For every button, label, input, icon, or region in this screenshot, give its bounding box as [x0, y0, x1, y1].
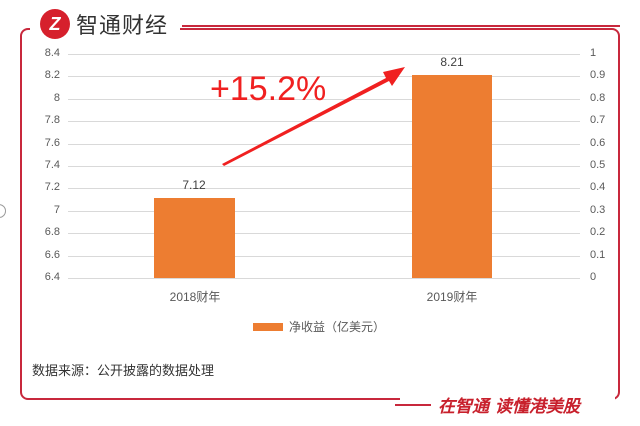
y-tick: 8 [53, 92, 60, 104]
gridline [68, 166, 580, 167]
y-tick: 6.8 [44, 226, 60, 238]
y2-tick: 0.2 [590, 226, 606, 238]
footer-rule [395, 404, 431, 406]
y2-tick: 0.5 [590, 159, 606, 171]
bar-2018 [154, 198, 235, 278]
gridline [68, 211, 580, 212]
y-tick: 6.4 [44, 271, 60, 283]
gridline [68, 188, 580, 189]
y2-tick: 1 [590, 47, 597, 59]
gridline [68, 144, 580, 145]
source-note: 数据来源：公开披露的数据处理 [32, 364, 215, 379]
gridline [68, 233, 580, 234]
legend-swatch [253, 322, 283, 331]
x-label-2018: 2018财年 [169, 290, 221, 304]
y-tick: 7.2 [44, 181, 60, 193]
gridline [68, 76, 580, 77]
y2-tick: 0.4 [590, 181, 606, 193]
brand-slogan: 在智通 读懂港美股 [432, 392, 586, 417]
brand-name: 智通财经 [76, 14, 169, 39]
brand-logo: Z 智通财经 [40, 8, 175, 40]
legend-label: 净收益（亿美元） [289, 320, 386, 334]
gridline [68, 99, 580, 100]
x-label-2019: 2019财年 [426, 290, 478, 304]
gridline [68, 278, 580, 279]
bar-2019 [412, 75, 492, 278]
y2-tick: 0.1 [590, 249, 606, 261]
y-tick: 7.6 [44, 137, 60, 149]
y2-tick: 0.7 [590, 114, 606, 126]
y-tick: 8.2 [44, 69, 60, 81]
y-tick: 7 [53, 204, 60, 216]
logo-icon: Z [40, 9, 70, 39]
y2-tick: 0.8 [590, 92, 606, 104]
y-tick: 7.8 [44, 114, 60, 126]
chart-frame [20, 28, 620, 400]
gridline [68, 256, 580, 257]
y2-tick: 0.9 [590, 69, 606, 81]
data-label-2018: 7.12 [182, 178, 206, 192]
gridline [68, 121, 580, 122]
y-tick: 7.4 [44, 159, 60, 171]
chart-legend: 净收益（亿美元） [253, 318, 385, 335]
gridline [68, 54, 580, 55]
y2-tick: 0.3 [590, 204, 606, 216]
growth-annotation: +15.2% [210, 70, 327, 108]
header-rule [182, 25, 620, 27]
y2-tick: 0 [590, 271, 597, 283]
data-label-2019: 8.21 [440, 55, 464, 69]
y-tick: 6.6 [44, 249, 60, 261]
y2-tick: 0.6 [590, 137, 606, 149]
y-tick: 8.4 [44, 47, 60, 59]
